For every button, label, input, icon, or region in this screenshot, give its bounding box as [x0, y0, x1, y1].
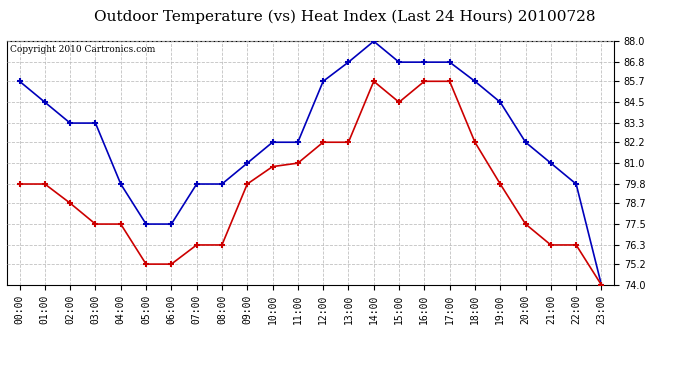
- Text: Copyright 2010 Cartronics.com: Copyright 2010 Cartronics.com: [10, 45, 155, 54]
- Text: Outdoor Temperature (vs) Heat Index (Last 24 Hours) 20100728: Outdoor Temperature (vs) Heat Index (Las…: [95, 9, 595, 24]
